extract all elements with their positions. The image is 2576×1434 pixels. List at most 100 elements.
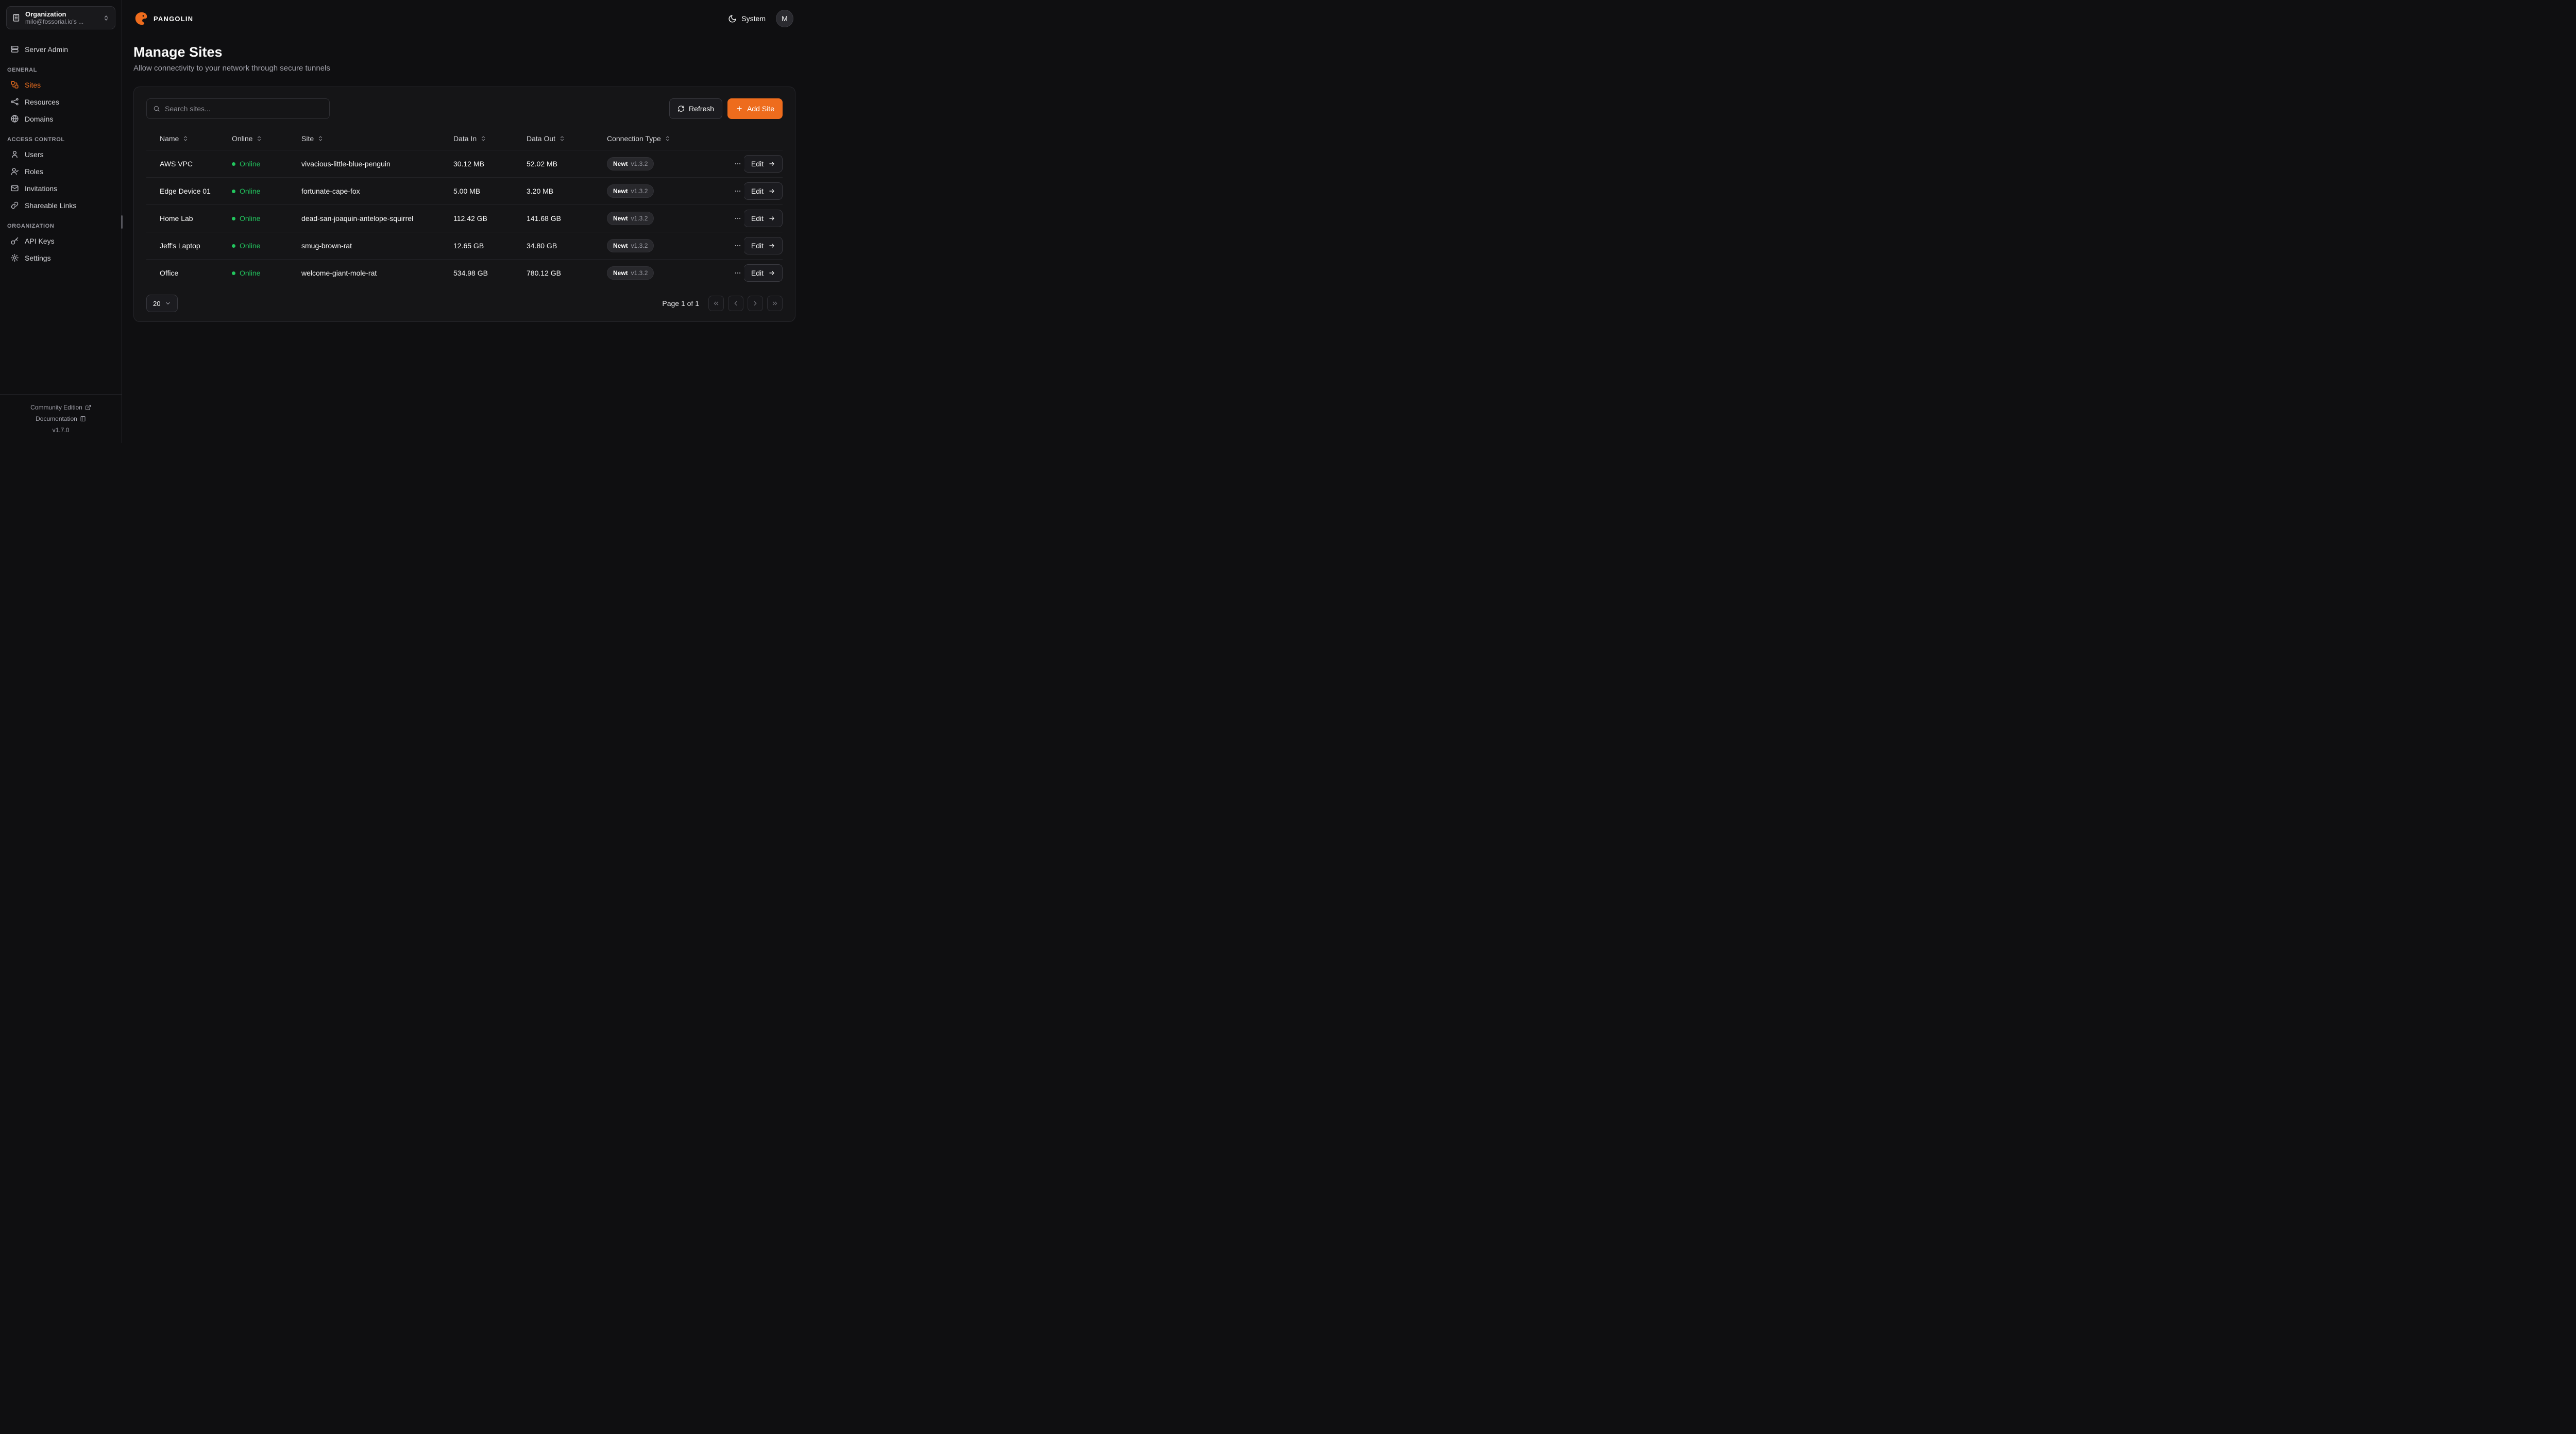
online-dot-icon bbox=[232, 189, 235, 193]
table-row: Home Lab Online dead-san-joaquin-antelop… bbox=[146, 204, 783, 232]
search-input[interactable] bbox=[165, 105, 323, 113]
ellipsis-icon bbox=[735, 217, 741, 219]
column-label: Connection Type bbox=[607, 134, 661, 143]
sidebar-resize-handle[interactable] bbox=[121, 215, 123, 229]
brand-name: PANGOLIN bbox=[154, 14, 194, 23]
site-status: Online bbox=[232, 242, 301, 250]
sites-toolbar: Refresh Add Site bbox=[146, 98, 783, 119]
connection-type-cell: Newt v1.3.2 bbox=[607, 239, 732, 252]
table-header-row: Name Online Site Data In bbox=[146, 127, 783, 150]
add-site-button[interactable]: Add Site bbox=[727, 98, 783, 119]
row-menu-button[interactable] bbox=[732, 185, 743, 197]
column-header-site[interactable]: Site bbox=[301, 134, 453, 143]
sidebar-item-sites[interactable]: Sites bbox=[6, 76, 115, 93]
site-name: AWS VPC bbox=[160, 160, 193, 168]
documentation-link[interactable]: Documentation bbox=[6, 413, 115, 424]
arrow-right-icon bbox=[769, 216, 774, 221]
edit-button[interactable]: Edit bbox=[744, 155, 783, 173]
row-menu-button[interactable] bbox=[732, 213, 743, 224]
chevron-left-icon bbox=[734, 301, 737, 306]
connection-type-name: Newt bbox=[613, 187, 628, 195]
connection-type-version: v1.3.2 bbox=[631, 269, 648, 277]
sidebar-item-label: Domains bbox=[25, 114, 54, 123]
sidebar-item-settings[interactable]: Settings bbox=[6, 249, 115, 266]
online-label: Online bbox=[240, 242, 261, 250]
external-link-icon bbox=[85, 405, 91, 410]
data-in-value: 534.98 GB bbox=[453, 269, 488, 277]
sidebar-item-roles[interactable]: Roles bbox=[6, 163, 115, 180]
pagination: Page 1 of 1 bbox=[662, 296, 783, 311]
plus-icon bbox=[737, 106, 742, 111]
online-dot-icon bbox=[232, 271, 235, 275]
section-label-general: GENERAL bbox=[7, 67, 37, 73]
pangolin-logo-icon bbox=[135, 12, 147, 25]
next-page-button[interactable] bbox=[748, 296, 763, 311]
top-bar: PANGOLIN System M bbox=[122, 0, 808, 37]
site-status: Online bbox=[232, 187, 301, 195]
community-edition-link[interactable]: Community Edition bbox=[6, 402, 115, 413]
edit-button[interactable]: Edit bbox=[744, 264, 783, 282]
site-status: Online bbox=[232, 214, 301, 223]
theme-label: System bbox=[741, 14, 766, 23]
sidebar-item-server-admin[interactable]: Server Admin bbox=[6, 41, 115, 58]
connection-type-badge: Newt v1.3.2 bbox=[607, 266, 654, 280]
sidebar-item-api-keys[interactable]: API Keys bbox=[6, 232, 115, 249]
ellipsis-icon bbox=[735, 190, 741, 192]
column-header-connection-type[interactable]: Connection Type bbox=[607, 134, 732, 143]
edit-button[interactable]: Edit bbox=[744, 237, 783, 254]
prev-page-button[interactable] bbox=[728, 296, 743, 311]
column-label: Name bbox=[160, 134, 179, 143]
arrow-right-icon bbox=[769, 189, 774, 194]
page-title: Manage Sites bbox=[133, 44, 223, 60]
site-name: Home Lab bbox=[160, 214, 193, 223]
server-icon bbox=[11, 46, 19, 53]
column-header-online[interactable]: Online bbox=[232, 134, 301, 143]
online-dot-icon bbox=[232, 162, 235, 166]
sidebar-item-users[interactable]: Users bbox=[6, 146, 115, 163]
theme-toggle[interactable]: System bbox=[728, 14, 766, 23]
first-page-button[interactable] bbox=[708, 296, 724, 311]
refresh-icon bbox=[678, 106, 684, 112]
sort-icon bbox=[560, 136, 564, 141]
sidebar-item-label: Sites bbox=[25, 80, 41, 89]
key-icon bbox=[11, 237, 19, 245]
last-page-button[interactable] bbox=[767, 296, 783, 311]
sidebar-item-domains[interactable]: Domains bbox=[6, 110, 115, 127]
sidebar-item-label: Invitations bbox=[25, 184, 58, 193]
online-label: Online bbox=[240, 160, 261, 168]
column-header-name[interactable]: Name bbox=[160, 134, 232, 143]
avatar[interactable]: M bbox=[776, 10, 793, 27]
mail-icon bbox=[11, 185, 19, 192]
column-header-data-out[interactable]: Data Out bbox=[527, 134, 607, 143]
column-label: Site bbox=[301, 134, 314, 143]
sidebar-item-invitations[interactable]: Invitations bbox=[6, 180, 115, 197]
connection-type-cell: Newt v1.3.2 bbox=[607, 157, 732, 170]
sort-icon bbox=[482, 136, 485, 141]
column-header-data-in[interactable]: Data In bbox=[453, 134, 527, 143]
edit-button[interactable]: Edit bbox=[744, 210, 783, 227]
edit-button[interactable]: Edit bbox=[744, 182, 783, 200]
refresh-button[interactable]: Refresh bbox=[669, 98, 723, 119]
arrow-right-icon bbox=[769, 243, 774, 248]
sidebar-item-shareable-links[interactable]: Shareable Links bbox=[6, 197, 115, 214]
page-size-select[interactable]: 20 bbox=[146, 295, 178, 312]
section-label-access-control: ACCESS CONTROL bbox=[7, 136, 65, 143]
sidebar-item-resources[interactable]: Resources bbox=[6, 93, 115, 110]
site-tunnel-name: fortunate-cape-fox bbox=[301, 187, 360, 195]
ellipsis-icon bbox=[735, 163, 741, 165]
row-menu-button[interactable] bbox=[732, 240, 743, 251]
sidebar-item-label: Server Admin bbox=[25, 45, 69, 54]
app-root: Organization milo@fossorial.io's ... Ser… bbox=[0, 0, 808, 443]
data-out-value: 3.20 MB bbox=[527, 187, 554, 195]
row-menu-button[interactable] bbox=[732, 267, 743, 279]
page-subtitle: Allow connectivity to your network throu… bbox=[133, 64, 330, 73]
table-row: Office Online welcome-giant-mole-rat 534… bbox=[146, 259, 783, 286]
globe-icon bbox=[11, 115, 19, 123]
chevron-down-icon bbox=[166, 302, 171, 305]
page-size-value: 20 bbox=[153, 299, 161, 308]
community-edition-label: Community Edition bbox=[30, 404, 82, 411]
org-picker[interactable]: Organization milo@fossorial.io's ... bbox=[6, 6, 115, 29]
table-row: Edge Device 01 Online fortunate-cape-fox… bbox=[146, 177, 783, 204]
section-label-organization: ORGANIZATION bbox=[7, 223, 55, 229]
row-menu-button[interactable] bbox=[732, 158, 743, 169]
